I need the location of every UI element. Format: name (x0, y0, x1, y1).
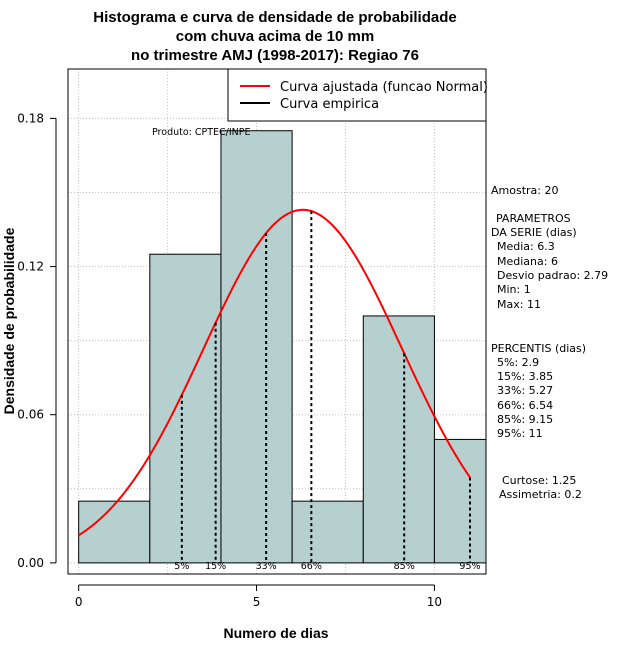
x-tick-label-1: 5 (253, 595, 261, 609)
stats-p15: 15%: 3.85 (497, 370, 553, 383)
percentile-label-2: 33% (256, 561, 277, 572)
stats-desvio: Desvio padrao: 2.79 (497, 269, 608, 282)
axes: 0 5 10 0.00 0.06 0.12 0.18 (17, 111, 442, 609)
chart-title-line-3: no trimestre AMJ (1998-2017): Regiao 76 (131, 47, 419, 64)
y-tick-label-0: 0.00 (17, 556, 44, 570)
stats-assimetria: Assimetria: 0.2 (499, 488, 582, 501)
y-tick-label-3: 0.18 (17, 111, 44, 125)
histogram-bars (78, 130, 487, 564)
credit-text: Produto: CPTEC/INPE (152, 127, 251, 138)
stats-p5: 5%: 2.9 (497, 356, 539, 369)
legend-label-empirical: Curva empirica (280, 97, 379, 112)
x-axis-label: Numero de dias (223, 625, 328, 641)
percentile-label-3: 66% (301, 561, 322, 572)
histogram-bar-5 (433, 438, 487, 564)
percentile-lines: 5% 15% 33% 66% 85% 95% (174, 211, 481, 572)
percentile-label-4: 85% (394, 561, 415, 572)
x-tick-label-2: 10 (427, 595, 442, 609)
stats-parametros-title-1: PARAMETROS (496, 212, 571, 225)
legend: Curva ajustada (funcao Normal) Curva emp… (227, 68, 488, 122)
legend-label-normal: Curva ajustada (funcao Normal) (280, 80, 488, 95)
stats-max: Max: 11 (497, 298, 541, 311)
chart-title-line-1: Histograma e curva de densidade de proba… (93, 9, 456, 26)
percentile-label-5: 95% (459, 561, 480, 572)
percentile-label-0: 5% (174, 561, 189, 572)
stats-media: Media: 6.3 (497, 240, 555, 253)
histogram-bar-0 (78, 500, 151, 564)
histogram-bar-1 (149, 253, 222, 564)
stats-panel: Amostra: 20 PARAMETROS DA SERIE (dias) M… (491, 184, 608, 501)
legend-box (227, 68, 487, 122)
stats-min: Min: 1 (497, 283, 531, 296)
stats-amostra: Amostra: 20 (491, 184, 558, 197)
stats-mediana: Mediana: 6 (497, 255, 558, 268)
stats-parametros-title-2: DA SERIE (dias) (491, 226, 577, 239)
histogram-bar-2 (220, 130, 293, 564)
stats-p33: 33%: 5.27 (497, 384, 553, 397)
stats-curtose: Curtose: 1.25 (502, 474, 576, 487)
stats-percentis-title: PERCENTIS (dias) (491, 342, 586, 355)
stats-p66: 66%: 6.54 (497, 399, 553, 412)
y-tick-label-1: 0.06 (17, 408, 44, 422)
chart-title-line-2: com chuva acima de 10 mm (176, 28, 374, 45)
stats-p95: 95%: 11 (497, 427, 543, 440)
x-tick-label-0: 0 (75, 595, 83, 609)
percentile-label-1: 15% (205, 561, 226, 572)
stats-p85: 85%: 9.15 (497, 413, 553, 426)
histogram-bar-4 (362, 315, 435, 564)
y-tick-label-2: 0.12 (17, 260, 44, 274)
histogram-bar-3 (291, 500, 364, 564)
y-axis-label: Densidade de probabilidade (1, 227, 17, 414)
